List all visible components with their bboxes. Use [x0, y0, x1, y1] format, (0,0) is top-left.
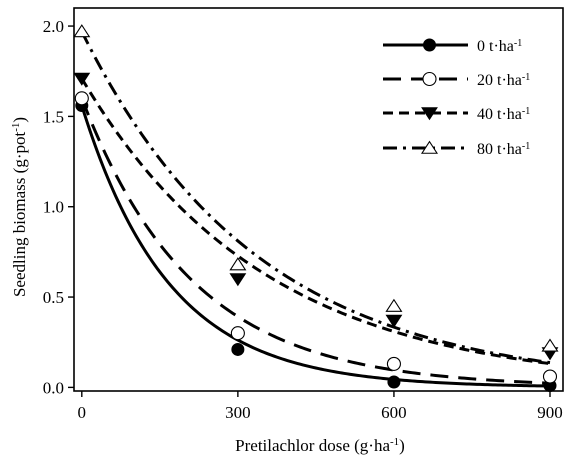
legend-entry: 80 t·ha-1: [383, 140, 530, 159]
data-point: [231, 342, 245, 356]
y-axis-title-superscript: -1: [10, 123, 22, 132]
data-point: [542, 369, 558, 384]
legend-label: 80 t·ha-1: [477, 141, 530, 159]
y-tick-label: 1.0: [43, 198, 64, 217]
fitted-curve: [80, 30, 551, 365]
x-axis-title: Pretilachlor dose (g·ha-1): [235, 436, 405, 455]
fitted-curve: [80, 77, 551, 366]
fitted-curve: [80, 97, 551, 385]
y-tick-label: 1.5: [43, 107, 64, 126]
x-tick-label: 0: [78, 403, 87, 422]
legend-marker: [423, 38, 436, 52]
y-tick-label: 0.0: [43, 378, 64, 397]
x-tick-label: 900: [537, 403, 563, 422]
plot-frame: [73, 7, 564, 392]
data-point: [387, 375, 401, 389]
legend-entry: 20 t·ha-1: [383, 71, 530, 90]
legend: 0 t·ha-1 20 t·ha-1 40 t·ha-1 80 t·ha-1: [383, 38, 530, 159]
data-point: [230, 326, 245, 341]
y-tick-label: 2.0: [43, 17, 64, 36]
data-point: [73, 24, 91, 38]
x-axis-title-superscript: -1: [390, 436, 399, 448]
series-open-circle: [74, 91, 558, 385]
fitted-curve: [80, 105, 551, 388]
legend-label: 40 t·ha-1: [477, 106, 530, 124]
x-tick-label: 300: [225, 403, 251, 422]
data-point: [229, 257, 247, 271]
data-point: [386, 356, 401, 371]
legend-marker: [420, 140, 439, 154]
series-open-triangle-up: [73, 24, 559, 365]
data-point: [73, 72, 91, 86]
legend-entry: 40 t·ha-1: [383, 106, 530, 124]
data-point: [541, 338, 559, 352]
y-axis-title: Seedling biomass (g·pot-1): [10, 117, 29, 297]
legend-marker: [422, 71, 437, 87]
legend-label: 0 t·ha-1: [477, 38, 522, 56]
data-point: [229, 273, 247, 287]
data-point: [385, 314, 403, 328]
data-point: [74, 91, 89, 106]
y-tick-label: 0.5: [43, 288, 64, 307]
data-point: [385, 298, 403, 312]
y-axis: 0.0 0.5 1.0 1.5 2.0: [43, 17, 74, 397]
x-axis: 0 300 600 900: [78, 391, 563, 422]
plot-area: [73, 24, 559, 393]
legend-label: 20 t·ha-1: [477, 72, 530, 90]
legend-marker: [421, 107, 438, 121]
x-tick-label: 600: [381, 403, 407, 422]
legend-entry: 0 t·ha-1: [383, 38, 522, 56]
